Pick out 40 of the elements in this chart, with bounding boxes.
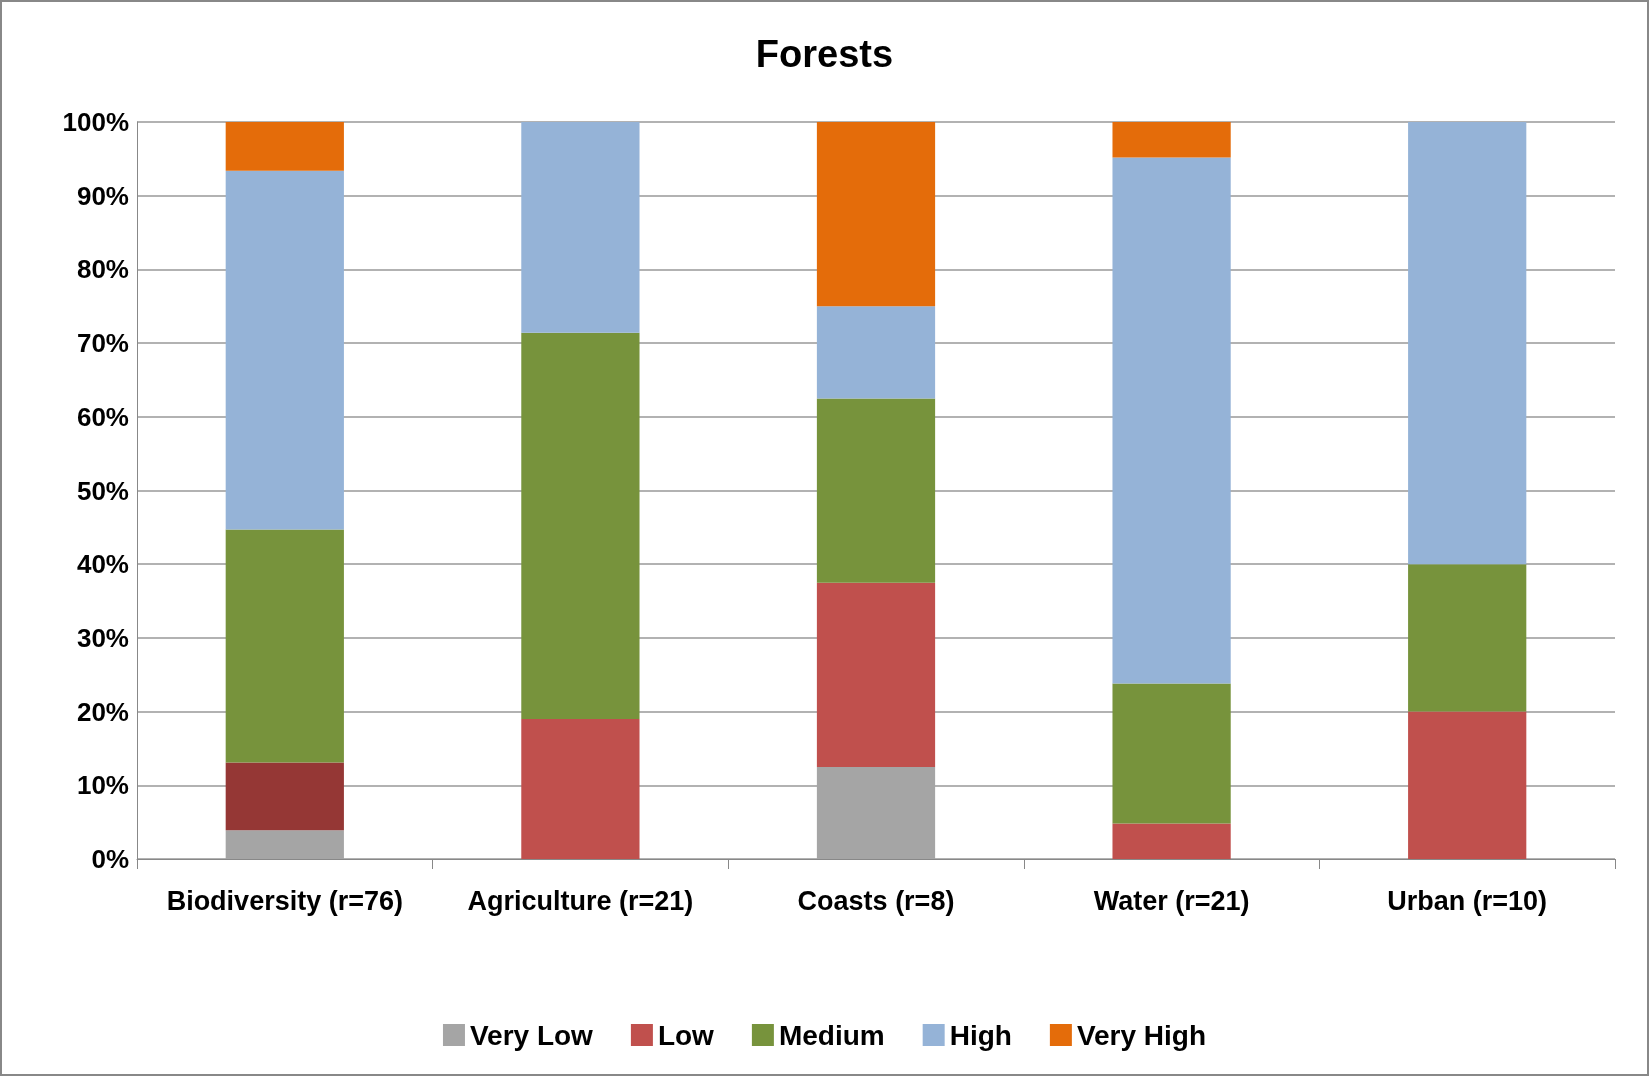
x-tick-label: Biodiversity (r=76) (166, 885, 403, 916)
bar (1112, 122, 1231, 158)
bar (816, 306, 936, 399)
x-tick-label: Agriculture (r=21) (467, 885, 694, 916)
y-tick-label: 30% (76, 622, 129, 653)
bar (521, 718, 640, 859)
bar (1112, 157, 1231, 684)
bar (816, 398, 936, 583)
bar (225, 170, 344, 530)
bar (225, 122, 344, 171)
y-tick-label: 50% (76, 475, 129, 506)
x-tick-label: Urban (r=10) (1387, 885, 1548, 916)
bar (1112, 683, 1231, 824)
bar (816, 582, 936, 767)
y-tick-label: 60% (76, 401, 129, 432)
legend-label: High (949, 1019, 1012, 1051)
y-tick-label: 10% (76, 770, 129, 801)
bar (1408, 564, 1527, 712)
legend-label: Low (657, 1019, 715, 1051)
bar (1408, 711, 1527, 859)
chart-title: Forests (755, 33, 894, 75)
y-tick-label: 0% (91, 844, 129, 874)
bar (816, 122, 936, 307)
bar (225, 762, 344, 831)
y-tick-label: 100% (62, 107, 129, 137)
bar (521, 332, 640, 719)
bar (225, 529, 344, 763)
bar (1112, 823, 1231, 859)
bar (521, 122, 640, 333)
legend-label: Very Low (469, 1019, 594, 1051)
bar (1408, 122, 1527, 565)
y-tick-label: 80% (76, 254, 129, 285)
y-tick-label: 70% (76, 328, 129, 359)
x-tick-label: Water (r=21) (1093, 885, 1250, 916)
x-tick-label: Coasts (r=8) (797, 885, 955, 916)
legend-label: Very High (1076, 1019, 1207, 1051)
y-tick-label: 40% (76, 549, 129, 580)
y-tick-label: 90% (76, 180, 129, 211)
legend-label: Medium (778, 1019, 885, 1051)
y-tick-label: 20% (76, 696, 129, 727)
